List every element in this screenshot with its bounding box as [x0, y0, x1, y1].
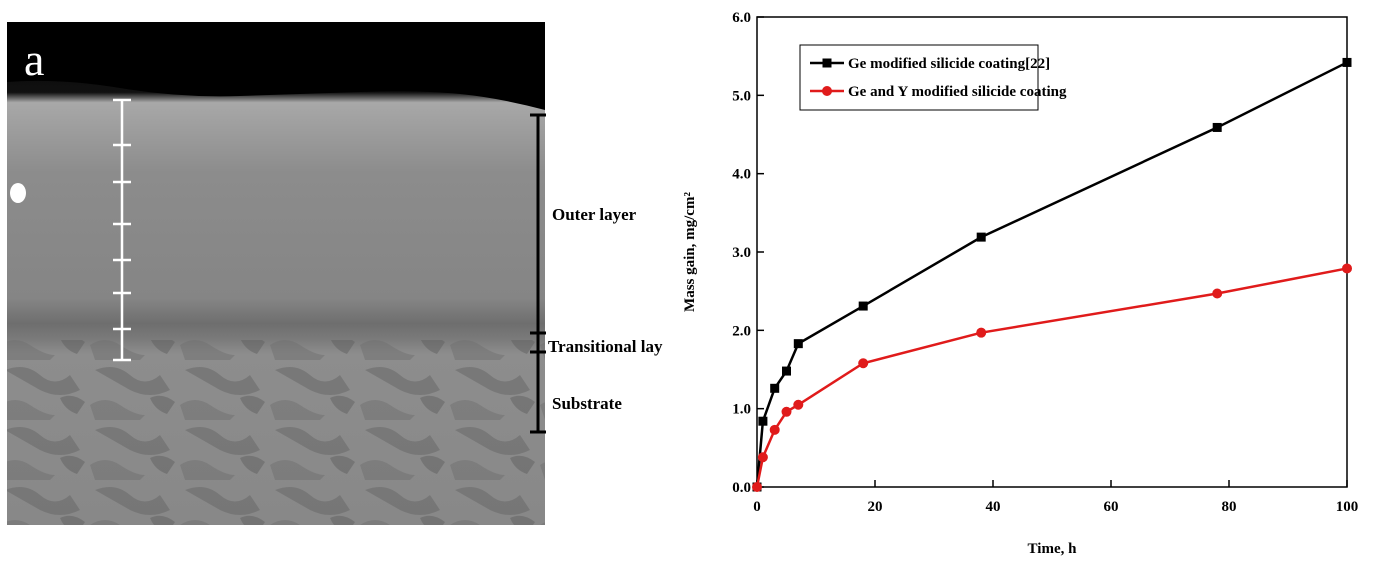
- marker: [977, 233, 986, 242]
- legend-marker: [822, 86, 832, 96]
- y-axis-label: Mass gain, mg/cm²: [682, 192, 698, 312]
- marker: [976, 328, 986, 338]
- marker: [782, 407, 792, 417]
- legend-label: Ge modified silicide coating[22]: [848, 56, 1050, 72]
- micrograph: a Outer layer Transitional lay Substrate: [7, 22, 663, 525]
- marker: [1342, 263, 1352, 273]
- x-tick-label: 60: [1104, 499, 1119, 515]
- y-tick-label: 0.0: [732, 480, 751, 496]
- panel-label: a: [24, 34, 44, 85]
- marker: [1212, 289, 1222, 299]
- marker: [782, 367, 791, 376]
- y-tick-label: 4.0: [732, 167, 751, 183]
- x-tick-label: 0: [753, 499, 761, 515]
- marker: [770, 425, 780, 435]
- marker: [793, 400, 803, 410]
- legend-box: [800, 45, 1038, 110]
- marker: [1343, 58, 1352, 67]
- marker: [770, 384, 779, 393]
- marker: [758, 417, 767, 426]
- marker: [794, 339, 803, 348]
- layer-label: Substrate: [552, 394, 622, 413]
- particle: [10, 183, 26, 203]
- marker: [1213, 123, 1222, 132]
- y-tick-label: 3.0: [732, 245, 751, 261]
- x-tick-label: 100: [1336, 499, 1359, 515]
- figure: a Outer layer Transitional lay Substrate…: [0, 0, 1380, 561]
- marker: [858, 358, 868, 368]
- substrate-texture: [7, 340, 545, 525]
- marker: [752, 482, 762, 492]
- y-tick-label: 6.0: [732, 10, 751, 26]
- y-tick-label: 5.0: [732, 88, 751, 104]
- y-tick-label: 2.0: [732, 323, 751, 339]
- x-axis-label: Time, h: [1028, 541, 1078, 557]
- marker: [758, 452, 768, 462]
- layer-label: Outer layer: [552, 205, 637, 224]
- y-tick-label: 1.0: [732, 402, 751, 418]
- layer-label: Transitional lay: [548, 337, 663, 356]
- x-tick-label: 40: [986, 499, 1001, 515]
- legend-label: Ge and Y modified silicide coating: [848, 84, 1067, 100]
- x-tick-label: 20: [868, 499, 883, 515]
- page: {"micrograph": {"panel_label": "a", "lab…: [0, 0, 1380, 561]
- legend-marker: [823, 59, 832, 68]
- marker: [859, 302, 868, 311]
- x-tick-label: 80: [1222, 499, 1237, 515]
